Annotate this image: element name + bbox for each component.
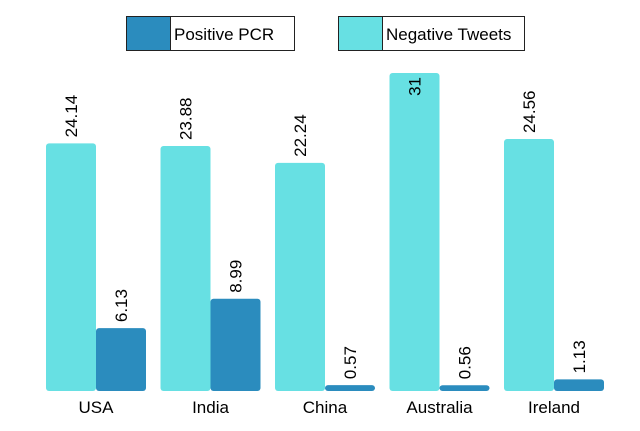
x-tick-label-australia: Australia xyxy=(406,398,473,417)
legend-label-box-negative-tweets xyxy=(382,16,525,51)
bar-negative-tweets-china xyxy=(275,162,325,391)
value-label-negative-tweets-india: 23.88 xyxy=(177,97,196,140)
legend-label-box-positive-pcr xyxy=(170,16,295,51)
x-tick-label-india: India xyxy=(192,398,229,417)
legend-swatch-negative-tweets xyxy=(338,16,383,51)
bars xyxy=(46,73,604,391)
bar-negative-tweets-australia xyxy=(389,73,440,391)
value-label-positive-pcr-ireland: 1.13 xyxy=(570,340,589,373)
legend: Positive PCR Negative Tweets xyxy=(126,16,525,51)
value-label-negative-tweets-usa: 24.14 xyxy=(62,95,81,138)
bar-positive-pcr-china xyxy=(325,385,375,391)
value-label-negative-tweets-ireland: 24.56 xyxy=(520,91,539,134)
x-tick-label-china: China xyxy=(303,398,348,417)
bar-positive-pcr-ireland xyxy=(554,379,604,391)
x-tick-label-usa: USA xyxy=(79,398,115,417)
value-label-positive-pcr-india: 8.99 xyxy=(227,260,246,293)
value-label-negative-tweets-australia: 31 xyxy=(406,77,425,96)
bar-negative-tweets-ireland xyxy=(504,139,554,391)
x-tick-label-ireland: Ireland xyxy=(528,398,580,417)
bar-positive-pcr-usa xyxy=(96,328,146,391)
data-labels: 24.14 6.13 23.88 8.99 22.24 0.57 31 0.56 24.56 1.… xyxy=(62,77,589,379)
bar-negative-tweets-usa xyxy=(46,143,96,391)
value-label-negative-tweets-china: 22.24 xyxy=(291,114,310,157)
bar-positive-pcr-india xyxy=(210,298,261,391)
value-label-positive-pcr-china: 0.57 xyxy=(341,346,360,379)
legend-label-positive-pcr: Positive PCR xyxy=(174,25,274,44)
value-label-positive-pcr-australia: 0.56 xyxy=(456,346,475,379)
bar-positive-pcr-australia xyxy=(439,385,490,391)
value-label-positive-pcr-usa: 6.13 xyxy=(112,289,131,322)
bar-negative-tweets-india xyxy=(160,146,211,391)
x-axis-tick-labels: USA India China Australia Ireland xyxy=(79,398,580,417)
legend-swatch-positive-pcr xyxy=(126,16,171,51)
legend-label-negative-tweets: Negative Tweets xyxy=(386,25,511,44)
